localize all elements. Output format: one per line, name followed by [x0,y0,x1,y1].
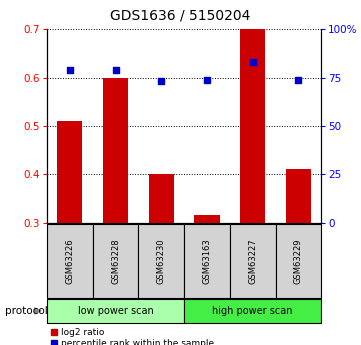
Bar [240,29,265,223]
Text: low power scan: low power scan [78,306,153,316]
Point [296,77,301,82]
Text: protocol: protocol [5,306,48,316]
Legend: log2 ratio, percentile rank within the sample: log2 ratio, percentile rank within the s… [50,328,214,345]
Point [67,67,73,73]
Text: GSM63229: GSM63229 [294,239,303,284]
Text: GSM63230: GSM63230 [157,238,166,284]
Point [204,77,210,82]
Bar [195,215,219,223]
Bar [286,169,311,223]
Bar [57,121,82,223]
Text: GDS1636 / 5150204: GDS1636 / 5150204 [110,9,251,23]
Point [113,67,118,73]
Text: GSM63228: GSM63228 [111,238,120,284]
Point [158,79,164,84]
Bar [103,78,128,223]
Bar [149,174,174,223]
Text: GSM63163: GSM63163 [203,238,212,284]
Text: high power scan: high power scan [213,306,293,316]
Point [250,59,256,65]
Text: GSM63227: GSM63227 [248,238,257,284]
Text: GSM63226: GSM63226 [65,238,74,284]
